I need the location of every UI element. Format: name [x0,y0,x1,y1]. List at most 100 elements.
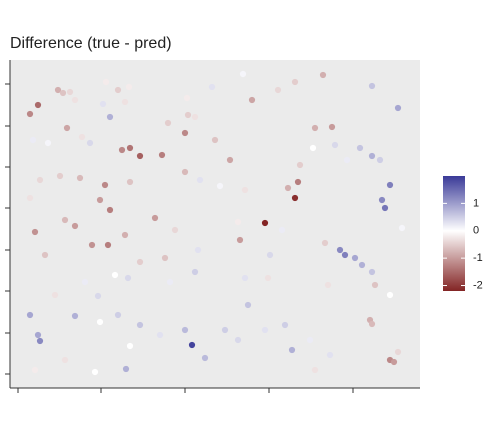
point [54,86,62,94]
colorbar-label: -2 [473,279,483,291]
point [121,231,129,239]
point [343,156,351,164]
point [201,354,209,362]
point [358,261,366,269]
point [356,144,364,152]
point [158,151,166,159]
point [351,254,359,262]
point [106,113,114,121]
point [241,186,249,194]
point [71,222,79,230]
point [211,136,219,144]
point [261,219,269,227]
point [81,278,89,286]
point [171,226,179,234]
point [106,206,114,214]
point [66,88,74,96]
point [61,356,69,364]
point [236,236,244,244]
point [114,311,122,319]
point [196,176,204,184]
point [156,331,164,339]
point [88,241,96,249]
point [291,194,299,202]
point [56,172,64,180]
point [336,246,344,254]
point [208,83,216,91]
point [284,184,292,192]
point [51,291,59,299]
point [136,152,144,160]
point [31,366,39,374]
point [136,321,144,329]
point [164,119,172,127]
point [226,156,234,164]
point [378,196,386,204]
point [394,348,402,356]
point [125,83,133,91]
point [266,251,274,259]
point [234,336,242,344]
point [26,311,34,319]
point [63,124,71,132]
point [94,292,102,300]
point [306,336,314,344]
point [183,94,191,102]
point [122,365,130,373]
point [34,101,42,109]
point [264,274,272,282]
point [99,100,107,108]
point [166,278,174,286]
point [41,251,49,259]
point [86,139,94,147]
point [188,341,196,349]
point [34,331,42,339]
point [324,281,332,289]
point [368,152,376,160]
point [194,246,202,254]
point [368,82,376,90]
point [181,326,189,334]
point [121,98,129,106]
point [181,129,189,137]
point [368,320,376,328]
point [29,136,37,144]
point [248,96,256,104]
point [36,337,44,345]
point [319,71,327,79]
point [161,254,169,262]
point [309,144,317,152]
point [294,178,302,186]
point [376,156,384,164]
colorbar-label: 0 [473,225,479,237]
point [59,89,67,97]
point [386,291,394,299]
point [96,318,104,326]
point [371,281,379,289]
point [291,78,299,86]
point [368,268,376,276]
point [96,196,104,204]
point [126,342,134,350]
point [234,218,242,226]
point [184,111,192,119]
chart-title: Difference (true - pred) [10,35,172,52]
point [288,346,296,354]
point [118,146,126,154]
point [311,124,319,132]
point [261,326,269,334]
point [191,268,199,276]
point [331,141,339,149]
point [216,182,224,190]
colorbar [443,176,465,291]
point [221,326,229,334]
point [114,86,122,94]
point [44,139,52,147]
point [381,204,389,212]
point [281,321,289,329]
point [31,228,39,236]
point [151,214,159,222]
point [36,176,44,184]
point [124,274,132,282]
point [71,312,79,320]
